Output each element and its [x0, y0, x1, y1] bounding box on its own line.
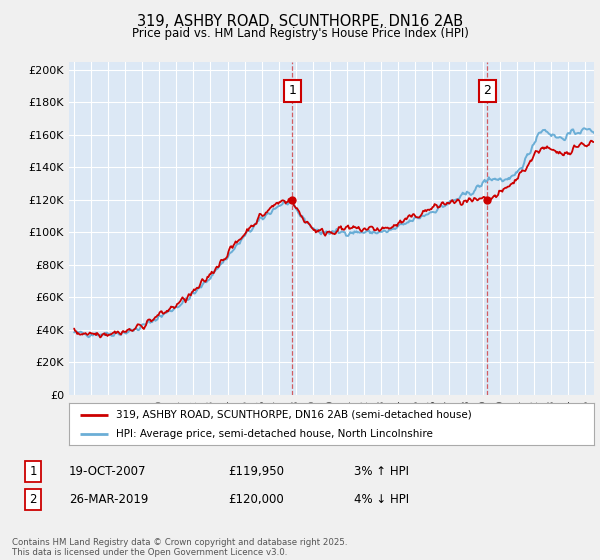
- Text: 3% ↑ HPI: 3% ↑ HPI: [354, 465, 409, 478]
- Text: 4% ↓ HPI: 4% ↓ HPI: [354, 493, 409, 506]
- Text: 19-OCT-2007: 19-OCT-2007: [69, 465, 146, 478]
- Text: 2: 2: [29, 493, 37, 506]
- Text: Price paid vs. HM Land Registry's House Price Index (HPI): Price paid vs. HM Land Registry's House …: [131, 27, 469, 40]
- Text: 2: 2: [484, 85, 491, 97]
- Text: Contains HM Land Registry data © Crown copyright and database right 2025.
This d: Contains HM Land Registry data © Crown c…: [12, 538, 347, 557]
- Text: 319, ASHBY ROAD, SCUNTHORPE, DN16 2AB (semi-detached house): 319, ASHBY ROAD, SCUNTHORPE, DN16 2AB (s…: [116, 409, 472, 419]
- Text: HPI: Average price, semi-detached house, North Lincolnshire: HPI: Average price, semi-detached house,…: [116, 429, 433, 439]
- Text: 1: 1: [29, 465, 37, 478]
- Text: 1: 1: [289, 85, 296, 97]
- Text: £120,000: £120,000: [228, 493, 284, 506]
- Text: 319, ASHBY ROAD, SCUNTHORPE, DN16 2AB: 319, ASHBY ROAD, SCUNTHORPE, DN16 2AB: [137, 14, 463, 29]
- Text: 26-MAR-2019: 26-MAR-2019: [69, 493, 148, 506]
- Text: £119,950: £119,950: [228, 465, 284, 478]
